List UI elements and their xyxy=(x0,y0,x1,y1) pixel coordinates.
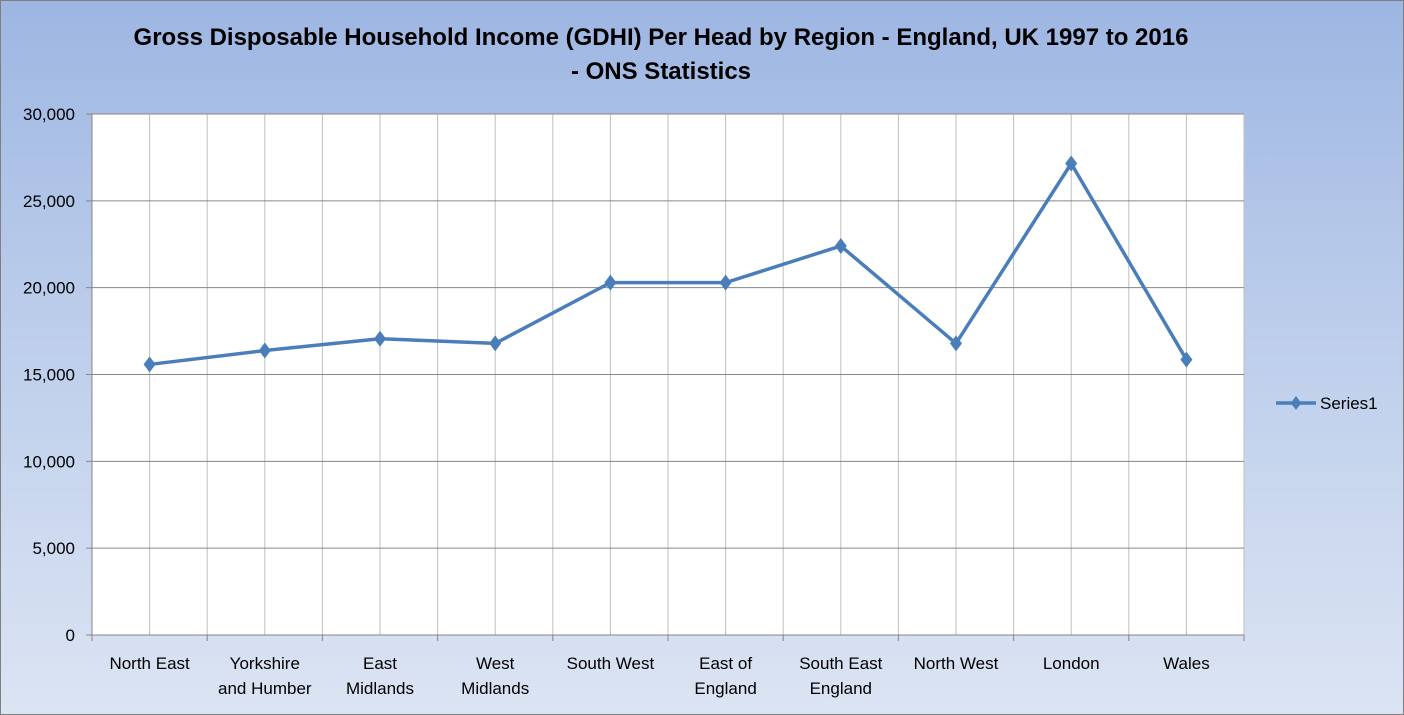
legend-marker xyxy=(1290,396,1302,410)
data-point-marker xyxy=(1180,351,1193,368)
data-point-marker xyxy=(258,342,271,359)
x-tick-label: South East England xyxy=(799,654,882,698)
x-tick-label: North East xyxy=(109,654,190,673)
data-point-marker xyxy=(374,330,386,347)
y-tick-label: 25,000 xyxy=(23,192,75,211)
data-point-marker xyxy=(143,356,156,373)
data-point-marker xyxy=(834,237,847,254)
y-tick-label: 0 xyxy=(66,626,75,645)
data-point-marker xyxy=(719,274,732,291)
y-tick-label: 10,000 xyxy=(23,452,75,471)
chart-title: Gross Disposable Household Income (GDHI)… xyxy=(61,21,1261,89)
legend-label: Series1 xyxy=(1320,394,1378,413)
data-point-marker xyxy=(1065,155,1078,172)
x-tick-label: East Midlands xyxy=(346,654,414,698)
y-tick-label: 20,000 xyxy=(23,279,75,298)
y-tick-label: 30,000 xyxy=(23,105,75,124)
x-tick-label: London xyxy=(1043,654,1100,673)
x-tick-label: East of England xyxy=(694,654,756,698)
y-tick-label: 15,000 xyxy=(23,366,75,385)
x-tick-label: North West xyxy=(914,654,999,673)
data-point-marker xyxy=(489,335,502,352)
data-point-marker xyxy=(950,335,962,352)
series-line xyxy=(149,161,1188,367)
y-tick-label: 5,000 xyxy=(32,539,75,558)
chart-title-line-1: Gross Disposable Household Income (GDHI)… xyxy=(133,24,1189,51)
x-tick-label: South West xyxy=(567,654,655,673)
data-point-marker xyxy=(604,274,617,291)
x-tick-label: West Midlands xyxy=(461,654,529,698)
x-tick-label: Yorkshire and Humber xyxy=(218,654,312,698)
chart-title-line-2: - ONS Statistics xyxy=(570,58,752,85)
x-tick-label: Wales xyxy=(1163,654,1210,673)
